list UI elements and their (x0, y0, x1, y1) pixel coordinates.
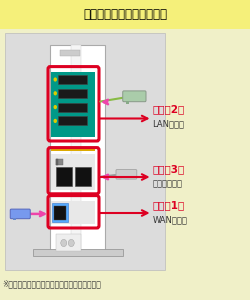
FancyBboxPatch shape (75, 167, 91, 186)
Text: 作業【2】: 作業【2】 (152, 104, 185, 115)
Circle shape (54, 77, 57, 82)
FancyBboxPatch shape (58, 75, 87, 84)
FancyBboxPatch shape (58, 116, 87, 125)
FancyBboxPatch shape (54, 206, 66, 220)
Circle shape (54, 105, 57, 109)
Text: 作業【3】: 作業【3】 (152, 164, 185, 175)
FancyBboxPatch shape (51, 148, 95, 151)
FancyBboxPatch shape (58, 89, 87, 98)
FancyBboxPatch shape (50, 45, 105, 253)
FancyBboxPatch shape (126, 100, 129, 103)
FancyBboxPatch shape (0, 0, 250, 28)
Text: ※色や形状等は実際と異なる場合があります。: ※色や形状等は実際と異なる場合があります。 (2, 279, 102, 288)
FancyBboxPatch shape (32, 249, 122, 256)
FancyBboxPatch shape (123, 91, 146, 102)
Text: WANポート: WANポート (152, 215, 188, 224)
FancyBboxPatch shape (58, 103, 87, 112)
FancyBboxPatch shape (56, 167, 72, 186)
FancyBboxPatch shape (56, 159, 58, 165)
FancyBboxPatch shape (5, 33, 165, 270)
Circle shape (68, 239, 74, 247)
FancyBboxPatch shape (51, 72, 95, 136)
Text: 作業【1】: 作業【1】 (152, 200, 185, 210)
Circle shape (61, 239, 67, 247)
FancyBboxPatch shape (119, 178, 122, 180)
Text: 電話機ポート: 電話機ポート (152, 179, 182, 188)
FancyBboxPatch shape (60, 50, 80, 56)
FancyBboxPatch shape (56, 159, 62, 165)
FancyBboxPatch shape (116, 169, 137, 179)
Text: LANポート: LANポート (152, 119, 184, 128)
FancyBboxPatch shape (51, 154, 95, 190)
FancyBboxPatch shape (52, 203, 68, 222)
Circle shape (54, 119, 57, 123)
FancyBboxPatch shape (13, 218, 16, 220)
FancyBboxPatch shape (51, 201, 95, 224)
Text: ひかり電話対応機器背面図: ひかり電話対応機器背面図 (83, 8, 167, 21)
FancyBboxPatch shape (71, 45, 81, 253)
FancyBboxPatch shape (10, 209, 30, 219)
Circle shape (54, 91, 57, 95)
FancyBboxPatch shape (56, 234, 81, 250)
